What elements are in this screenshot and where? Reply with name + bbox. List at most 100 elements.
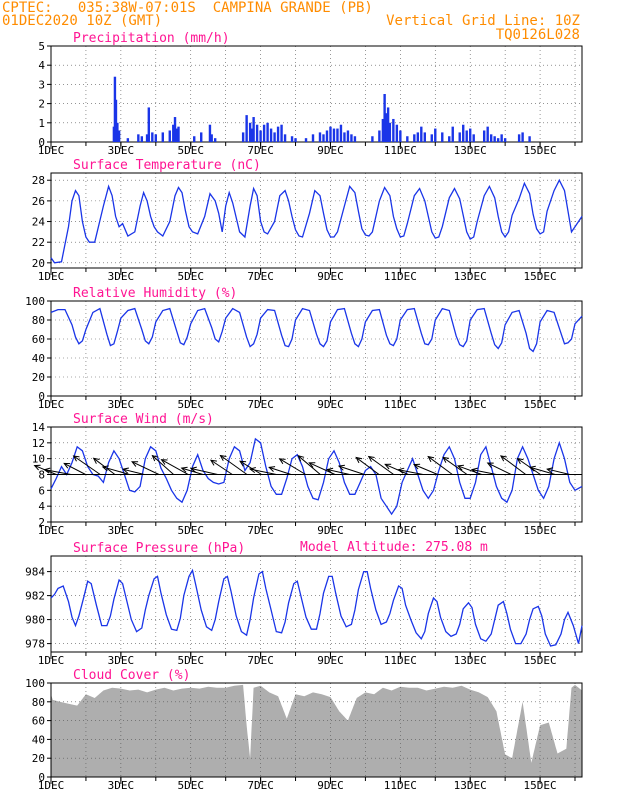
- x-tick-label: 7DEC: [247, 779, 274, 792]
- precip-bar: [175, 128, 178, 142]
- wind-arrowhead: [248, 467, 256, 473]
- precip-bar: [318, 132, 322, 142]
- x-tick-label: 1DEC: [38, 654, 65, 667]
- y-tick-label: 100: [25, 295, 45, 308]
- x-tick-label: 15DEC: [524, 654, 557, 667]
- precip-bar: [383, 94, 386, 142]
- precip-bar: [458, 132, 461, 142]
- precip-bar: [381, 118, 385, 142]
- header-run-code: TQ0126L028: [496, 27, 580, 43]
- y-tick-label: 0: [38, 390, 45, 403]
- wind-vector: [338, 465, 365, 475]
- y-tick-label: 0: [38, 771, 45, 784]
- precip-bar: [465, 130, 468, 142]
- precip-bar: [276, 126, 280, 142]
- wind-vector: [190, 467, 218, 475]
- wind-vector: [487, 462, 512, 475]
- wind-arrowhead: [131, 461, 139, 467]
- precip-bar: [339, 124, 343, 142]
- precip-bar: [255, 124, 259, 142]
- x-tick-label: 15DEC: [524, 398, 557, 411]
- wind-vector: [269, 466, 292, 475]
- cloud-cover-area: [51, 684, 582, 777]
- y-tick-label: 8: [38, 469, 45, 482]
- precip-bar: [177, 126, 180, 142]
- wind-vector: [471, 469, 497, 475]
- wind-arrowhead: [268, 466, 276, 472]
- x-tick-label: 15DEC: [524, 779, 557, 792]
- series-line: [50, 568, 583, 647]
- precip-bar: [168, 130, 171, 142]
- y-tick-label: 40: [32, 733, 45, 746]
- y-tick-label: 28: [32, 174, 45, 187]
- precip-bar: [241, 132, 245, 142]
- wind-arrowhead: [528, 465, 536, 472]
- wind-vector: [210, 459, 233, 475]
- precip-bar: [154, 134, 158, 142]
- plot-frame: [50, 682, 583, 778]
- series-line: [50, 437, 583, 516]
- wind-arrowhead: [151, 454, 159, 462]
- precip-bar: [117, 130, 121, 142]
- precip-bar: [395, 124, 399, 142]
- x-tick-label: 3DEC: [108, 270, 135, 283]
- series-line: [50, 307, 583, 353]
- wind-arrowhead: [180, 466, 188, 473]
- wind-arrowhead: [397, 467, 405, 474]
- x-tick-label: 11DEC: [384, 779, 417, 792]
- precip-bar: [392, 118, 395, 142]
- panel-title: Precipitation (mm/h): [73, 31, 230, 46]
- precip-bar: [399, 130, 402, 142]
- wind-vector: [279, 458, 306, 475]
- y-tick-label: 40: [32, 352, 45, 365]
- precip-bar: [290, 136, 294, 142]
- precip-bar: [500, 134, 503, 142]
- precip-bar: [346, 130, 350, 142]
- x-tick-label: 5DEC: [177, 654, 204, 667]
- y-tick-label: 12: [32, 437, 45, 450]
- precip-bar: [423, 132, 426, 142]
- x-tick-label: 11DEC: [384, 270, 417, 283]
- precip-bar: [353, 136, 357, 142]
- x-tick-label: 7DEC: [247, 270, 274, 283]
- x-tick-label: 11DEC: [384, 398, 417, 411]
- x-tick-label: 9DEC: [317, 779, 344, 792]
- precip-bar: [430, 134, 433, 142]
- panel-pressure: 978 980 982 984 1DEC 3DEC 5DEC 7DEC 9DEC 11DEC 13D…: [25, 541, 583, 667]
- precip-bar: [332, 128, 336, 142]
- wind-arrowhead: [33, 464, 41, 471]
- y-tick-label: 20: [32, 257, 45, 270]
- precip-bar: [388, 122, 392, 142]
- x-tick-label: 1DEC: [38, 270, 65, 283]
- x-tick-label: 7DEC: [247, 524, 274, 537]
- precip-bar: [304, 138, 308, 142]
- panel-title: Surface Pressure (hPa): [73, 541, 245, 556]
- wind-arrowhead: [413, 463, 421, 470]
- x-tick-label: 7DEC: [247, 654, 274, 667]
- wind-vector: [161, 459, 189, 475]
- precip-bar: [116, 122, 119, 142]
- x-tick-label: 5DEC: [177, 270, 204, 283]
- wind-arrowhead: [209, 459, 217, 466]
- wind-vector: [297, 455, 321, 475]
- x-tick-label: 15DEC: [524, 270, 557, 283]
- precip-bar: [486, 126, 489, 142]
- precip-bar: [210, 134, 213, 142]
- y-tick-label: 22: [32, 236, 45, 249]
- series-line: [50, 178, 583, 264]
- precip-bar: [283, 134, 287, 142]
- wind-arrowhead: [278, 458, 286, 465]
- precip-bar: [343, 132, 346, 142]
- wind-vector: [327, 469, 350, 475]
- precip-bar: [472, 134, 475, 142]
- wind-arrowhead: [121, 467, 130, 474]
- y-tick-label: 20: [32, 752, 45, 765]
- y-tick-label: 980: [25, 614, 45, 627]
- wind-arrowhead: [546, 467, 554, 474]
- x-tick-label: 13DEC: [454, 524, 487, 537]
- precip-bar: [434, 128, 437, 142]
- precip-bar: [482, 130, 486, 142]
- precip-bar: [413, 134, 416, 142]
- y-tick-label: 3: [38, 78, 45, 91]
- precip-bar: [521, 132, 524, 142]
